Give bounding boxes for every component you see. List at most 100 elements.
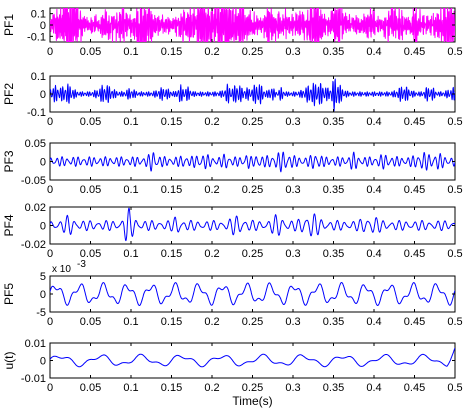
x-tick-label: 0.15 [161,382,182,394]
y-tick-label: 0 [40,356,46,368]
x-tick-label: 0.1 [123,46,138,58]
x-tick-label: 0.5 [447,46,462,58]
x-tick-label: 0.25 [242,46,263,58]
y-exponent-power: -3 [77,259,86,270]
x-tick-label: 0.15 [161,184,182,196]
y-tick-label: -0.05 [21,175,46,187]
x-tick-label: 0.05 [80,116,101,128]
x-tick-label: 0.35 [323,184,344,196]
x-tick-label: 0.15 [161,248,182,260]
x-tick-label: 0.35 [323,46,344,58]
x-tick-label: 0.4 [366,382,381,394]
y-tick-label: 0 [40,157,46,169]
y-axis-label: PF3 [2,150,16,172]
x-tick-label: 0.5 [447,316,462,328]
x-tick-label: 0.15 [161,116,182,128]
x-tick-label: 0.45 [404,116,425,128]
x-tick-label: 0.4 [366,316,381,328]
x-tick-label: 0.5 [447,248,462,260]
y-tick-label: 5 [40,271,46,283]
panel-2: 0 0.05 0.1 0.15 0.2 0.25 0.3 0.35 0.4 0.45 0.5 -0.1… [2,71,463,128]
x-tick-label: 0.45 [404,184,425,196]
x-tick-label: 0.2 [204,116,219,128]
series-line [50,78,455,112]
x-tick-label: 0.05 [80,46,101,58]
x-tick-label: 0.15 [161,46,182,58]
x-tick-label: 0.2 [204,382,219,394]
x-tick-label: 0.4 [366,116,381,128]
y-axis-label: PF2 [2,83,16,105]
x-tick-label: 0.2 [204,248,219,260]
y-tick-label: 0.02 [25,202,46,214]
x-tick-label: 0.2 [204,184,219,196]
y-tick-label: 0.1 [31,9,46,21]
x-tick-label: 0.45 [404,248,425,260]
x-tick-label: 0 [47,248,53,260]
x-tick-label: 0 [47,184,53,196]
x-tick-label: 0.35 [323,316,344,328]
y-tick-label: 0 [40,20,46,32]
x-tick-label: 0.35 [323,382,344,394]
panel-1: 0 0.05 0.1 0.15 0.2 0.25 0.3 0.35 0.4 0.45 0.5 -0.1… [2,7,463,58]
x-tick-label: 0.05 [80,184,101,196]
x-tick-label: 0.5 [447,184,462,196]
x-tick-label: 0.05 [80,248,101,260]
series-line [50,8,455,42]
plot-frame [49,275,456,313]
x-tick-label: 0.3 [285,184,300,196]
x-tick-label: 0.1 [123,116,138,128]
x-tick-label: 0.5 [447,382,462,394]
panel-3: 0 0.05 0.1 0.15 0.2 0.25 0.3 0.35 0.4 0.45 0.5 -0.0… [2,138,463,196]
x-tick-label: 0.15 [161,316,182,328]
panel-5: 0 0.05 0.1 0.15 0.2 0.25 0.3 0.35 0.4 0.45 0.5-505… [2,259,463,328]
x-tick-label: 0.3 [285,248,300,260]
x-tick-label: 0.25 [242,248,263,260]
x-axis-label: Time(s) [232,394,272,408]
x-tick-label: 0 [47,46,53,58]
x-tick-label: 0.3 [285,46,300,58]
x-tick-label: 0.45 [404,316,425,328]
x-tick-label: 0.25 [242,382,263,394]
x-tick-label: 0.3 [285,316,300,328]
x-tick-label: 0.4 [366,184,381,196]
x-tick-label: 0.5 [447,116,462,128]
x-tick-label: 0.45 [404,382,425,394]
y-tick-label: -0.02 [21,239,46,251]
x-tick-label: 0.1 [123,316,138,328]
x-tick-label: 0.05 [80,382,101,394]
x-tick-label: 0.1 [123,184,138,196]
x-tick-label: 0.25 [242,116,263,128]
y-tick-label: 0 [40,89,46,101]
y-tick-label: -0.1 [27,31,46,43]
y-tick-label: 0 [40,289,46,301]
y-tick-label: 0.1 [31,71,46,83]
y-exponent-label: x 10 [52,264,71,275]
y-axis-label: PF5 [2,283,16,305]
y-tick-label: -5 [36,307,46,319]
x-tick-label: 0.05 [80,316,101,328]
x-tick-label: 0.3 [285,116,300,128]
panel-6: 0 0.05 0.1 0.15 0.2 0.25 0.3 0.35 0.4 0.45 0.5 -0.0… [2,338,463,408]
series-line [50,207,455,242]
y-tick-label: 0 [40,221,46,233]
series-line [50,347,455,368]
x-tick-label: 0.35 [323,248,344,260]
y-tick-label: 0.01 [25,338,46,350]
y-tick-label: -0.1 [27,107,46,119]
y-axis-label: PF4 [2,214,16,236]
y-tick-label: -0.01 [21,373,46,385]
x-tick-label: 0.35 [323,116,344,128]
x-tick-label: 0.4 [366,46,381,58]
x-tick-label: 0.25 [242,184,263,196]
x-tick-label: 0 [47,316,53,328]
y-axis-label: u(t) [2,351,16,369]
x-tick-label: 0.4 [366,248,381,260]
x-tick-label: 0.2 [204,316,219,328]
x-tick-label: 0 [47,116,53,128]
x-tick-label: 0.25 [242,316,263,328]
panel-4: 0 0.05 0.1 0.15 0.2 0.25 0.3 0.35 0.4 0.45 0.5 -0.0… [2,202,463,260]
y-axis-label: PF1 [2,14,16,36]
x-tick-label: 0 [47,382,53,394]
x-tick-label: 0.1 [123,248,138,260]
